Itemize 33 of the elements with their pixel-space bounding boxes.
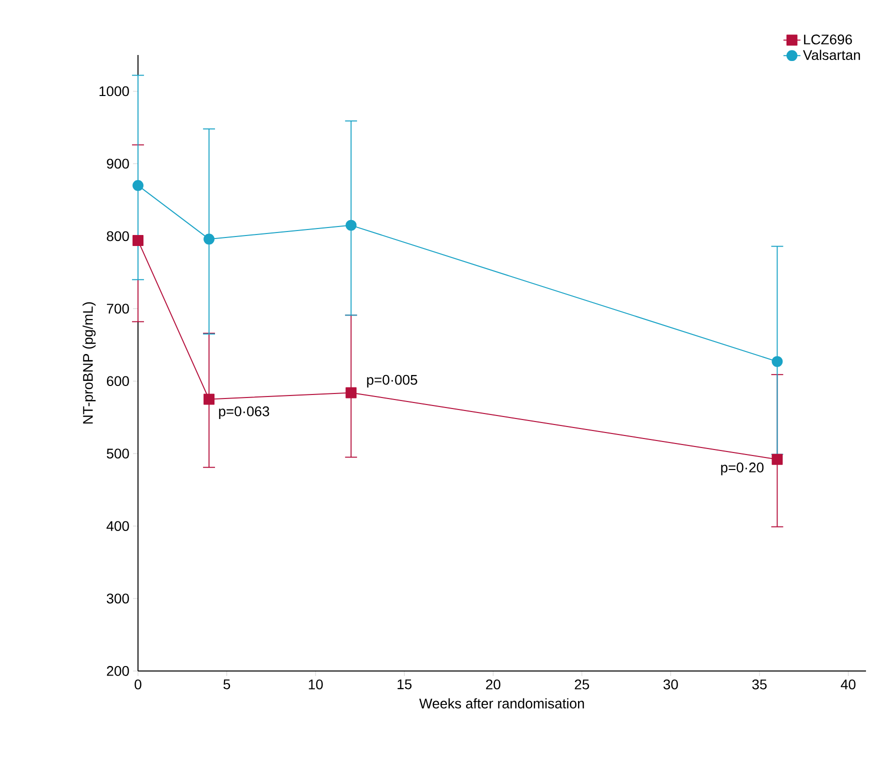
y-tick-label: 300 xyxy=(106,594,129,604)
annotation: p=0·005 xyxy=(367,374,418,388)
annotation: p=0·063 xyxy=(219,406,270,420)
point xyxy=(346,387,357,398)
y-tick-label: 200 xyxy=(106,666,129,676)
x-axis-title: Weeks after randomisation xyxy=(419,698,584,708)
x-tick-label: 10 xyxy=(308,679,323,690)
y-tick-label: 700 xyxy=(106,304,129,314)
point xyxy=(204,234,215,245)
y-tick-label: 400 xyxy=(106,521,129,531)
y-tick-label: 500 xyxy=(106,448,129,459)
y-tick-label: 1000 xyxy=(100,86,129,96)
x-tick-label: 5 xyxy=(223,680,230,690)
x-tick-label: 20 xyxy=(486,679,500,690)
legend-label: LCZ696 xyxy=(804,34,852,44)
annotation: p=0·20 xyxy=(721,462,764,476)
point xyxy=(132,235,144,246)
x-tick-label: 25 xyxy=(574,679,590,690)
y-tick-label: 900 xyxy=(106,158,129,169)
legend-label: Valsartan xyxy=(803,50,860,60)
y-tick-label: 800 xyxy=(106,231,129,242)
x-tick-label: 30 xyxy=(663,679,678,690)
point xyxy=(204,394,215,405)
point xyxy=(772,454,783,465)
y-axis-title: NT-proBNP (pg/mL) xyxy=(82,302,96,424)
x-tick-label: 35 xyxy=(752,679,767,690)
point xyxy=(772,356,783,368)
x-tick-label: 40 xyxy=(840,679,856,690)
x-tick-label: 15 xyxy=(398,680,412,690)
point xyxy=(346,220,357,231)
x-tick-label: 0 xyxy=(134,679,142,690)
point xyxy=(132,180,144,191)
y-tick-label: 600 xyxy=(106,376,129,386)
